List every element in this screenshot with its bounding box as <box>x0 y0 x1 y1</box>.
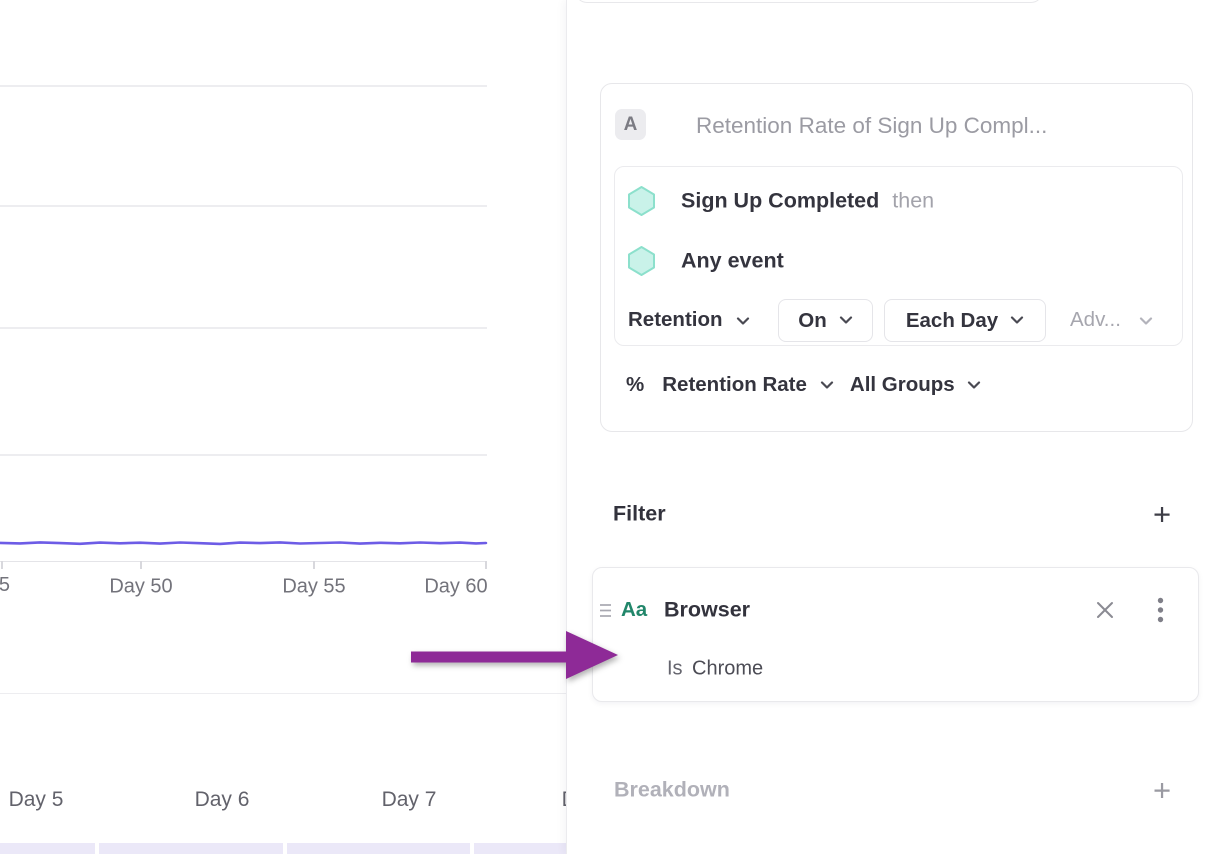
on-dropdown-button[interactable]: On <box>778 299 873 342</box>
chevron-down-icon <box>1139 308 1153 332</box>
cohort-cell[interactable] <box>0 843 95 854</box>
drag-handle-icon[interactable] <box>599 603 612 618</box>
annotation-arrow-icon <box>411 631 618 679</box>
axis-label: Day 45 <box>0 574 10 596</box>
chevron-down-icon[interactable] <box>967 380 981 390</box>
filter-value-dropdown[interactable]: Chrome <box>692 657 764 680</box>
event-step-row[interactable]: Any event <box>627 246 797 277</box>
retention-type-dropdown[interactable]: Retention <box>628 308 750 332</box>
axis-label: Day 55 <box>282 575 346 598</box>
cohort-column-header: Day 7 <box>381 788 437 811</box>
cohort-column-header: Day 5 <box>8 788 64 811</box>
filter-item-card: Aa Browser Is Chrome <box>592 567 1199 702</box>
remove-filter-icon[interactable] <box>1095 600 1115 620</box>
chart-gridline <box>0 85 487 87</box>
metric-dropdown[interactable]: Retention Rate <box>662 373 807 396</box>
event-name: Any event <box>681 248 784 273</box>
cohort-cell[interactable] <box>99 843 283 854</box>
filter-property-dropdown[interactable]: Browser <box>664 597 751 622</box>
add-filter-button[interactable]: + <box>1152 496 1172 532</box>
advanced-label: Adv... <box>1070 308 1121 331</box>
interval-label: Each Day <box>905 308 999 332</box>
series-letter: A <box>623 113 638 135</box>
interval-dropdown-button[interactable]: Each Day <box>884 299 1046 342</box>
chevron-down-icon[interactable] <box>820 380 834 390</box>
event-steps-card: Sign Up Completed then Any event Retenti… <box>614 166 1183 346</box>
groups-dropdown[interactable]: All Groups <box>849 373 955 396</box>
cohort-column-header: Day 6 <box>194 788 250 811</box>
filter-section-heading: Filter <box>613 501 666 526</box>
chart-gridline <box>0 205 487 207</box>
axis-tick <box>485 561 487 569</box>
on-label: On <box>798 308 827 332</box>
kebab-menu-icon[interactable] <box>1157 597 1164 623</box>
axis-tick <box>1 561 3 569</box>
add-breakdown-button[interactable]: + <box>1152 772 1172 808</box>
event-step-row[interactable]: Sign Up Completed then <box>627 186 934 217</box>
axis-tick <box>313 561 315 569</box>
chart-gridline <box>0 327 487 329</box>
chevron-down-icon <box>1010 316 1024 325</box>
event-suffix: then <box>892 188 935 213</box>
event-name: Sign Up Completed <box>681 188 880 213</box>
property-type-badge: Aa <box>621 598 648 621</box>
filter-operator-dropdown[interactable]: Is <box>667 657 683 680</box>
section-divider <box>0 693 566 694</box>
axis-label: Day 50 <box>109 575 173 598</box>
cohort-cell[interactable] <box>287 843 470 854</box>
measure-row: % Retention Rate All Groups <box>626 373 981 397</box>
axis-label: Day 60 <box>424 575 488 598</box>
metric-card: A Retention Rate of Sign Up Compl... Sig… <box>600 83 1193 432</box>
report-title-input[interactable]: Retention Rate of Sign Up Compl... <box>696 113 1048 138</box>
event-hexagon-icon <box>628 186 655 216</box>
scrolled-card-edge <box>575 0 1043 3</box>
chevron-down-icon <box>736 308 750 332</box>
retention-line-series <box>0 541 488 546</box>
axis-tick <box>140 561 142 569</box>
advanced-dropdown[interactable]: Adv... <box>1070 308 1153 332</box>
query-builder-panel: A Retention Rate of Sign Up Compl... Sig… <box>566 0 1222 854</box>
chart-x-axis <box>0 561 487 562</box>
cohort-cell[interactable] <box>474 843 594 854</box>
percent-symbol: % <box>626 373 645 396</box>
event-hexagon-icon <box>628 246 655 276</box>
breakdown-section-heading: Breakdown <box>614 777 730 802</box>
axis-label-clipped: Day 45 <box>0 574 11 600</box>
chevron-down-icon <box>839 316 853 325</box>
chart-gridline <box>0 454 487 456</box>
series-letter-badge: A <box>615 109 646 140</box>
retention-type-label: Retention <box>628 308 723 331</box>
